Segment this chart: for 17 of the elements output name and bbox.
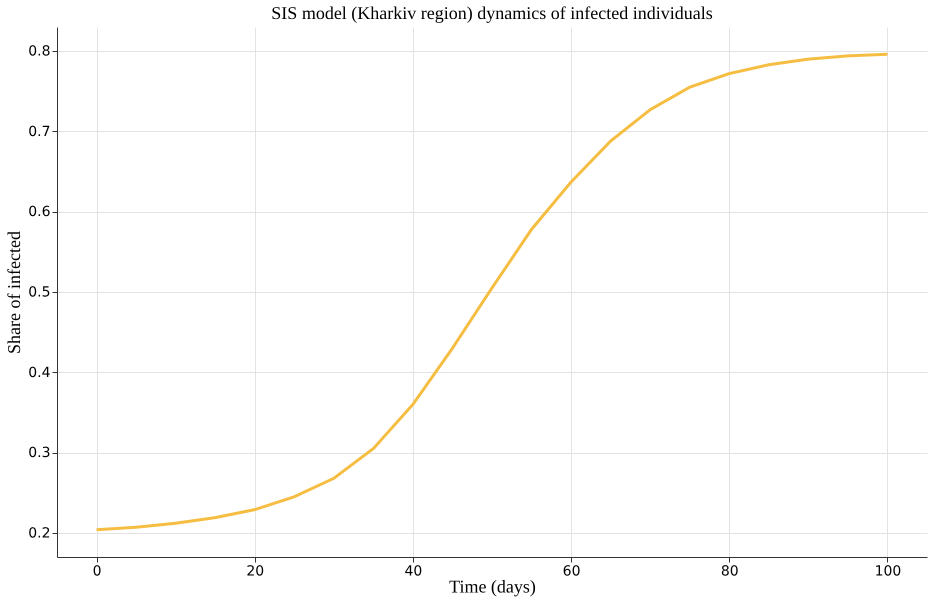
x-tick-label: 40 [404,564,422,580]
y-tick-label: 0.3 [28,445,50,462]
x-tick-label: 80 [720,564,739,580]
x-tick-label: 60 [562,564,581,580]
y-tick-label: 0.4 [28,364,51,381]
y-tick-label: 0.8 [28,44,50,60]
x-tick-label: 0 [92,564,102,580]
x-axis-title: Time (days) [449,576,536,596]
y-tick-label: 0.5 [28,284,50,300]
y-tick-label: 0.7 [28,124,50,140]
x-tick-label: 20 [246,564,264,580]
y-tick-label: 0.6 [28,204,51,220]
x-tick-label: 100 [874,564,902,580]
y-tick-label: 0.2 [28,525,50,542]
y-axis-title: Share of infected [4,231,24,354]
chart-title: SIS model (Kharkiv region) dynamics of infected individuals [271,3,713,23]
line-series [95,52,889,532]
